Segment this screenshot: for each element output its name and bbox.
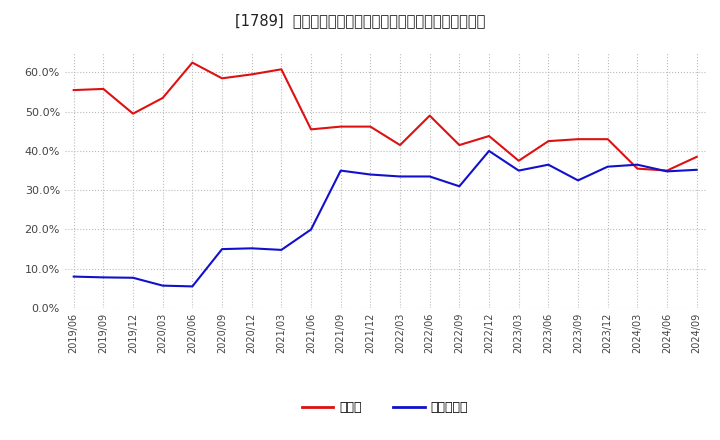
有利子負債 xyxy=(366,172,374,177)
有利子負債 xyxy=(426,174,434,179)
有利子負債 xyxy=(396,174,405,179)
有利子負債 xyxy=(574,178,582,183)
有利子負債 xyxy=(603,164,612,169)
有利子負債 xyxy=(99,275,108,280)
Legend: 現預金, 有利子負債: 現預金, 有利子負債 xyxy=(297,396,473,419)
有利子負債 xyxy=(336,168,345,173)
現預金 xyxy=(662,168,671,173)
現預金 xyxy=(544,139,553,144)
有利子負債 xyxy=(485,148,493,154)
有利子負債 xyxy=(188,284,197,289)
現預金 xyxy=(693,154,701,159)
Text: [1789]  現預金、有利子負債の総資産に対する比率の推移: [1789] 現預金、有利子負債の総資産に対する比率の推移 xyxy=(235,13,485,28)
現預金 xyxy=(426,113,434,118)
現預金 xyxy=(514,158,523,163)
有利子負債 xyxy=(158,283,167,288)
有利子負債 xyxy=(69,274,78,279)
Line: 現預金: 現預金 xyxy=(73,62,697,171)
現預金 xyxy=(574,136,582,142)
現預金 xyxy=(69,88,78,93)
現預金 xyxy=(485,133,493,139)
現預金 xyxy=(217,76,226,81)
有利子負債 xyxy=(514,168,523,173)
有利子負債 xyxy=(217,246,226,252)
有利子負債 xyxy=(277,247,286,253)
有利子負債 xyxy=(633,162,642,167)
現預金 xyxy=(248,72,256,77)
現預金 xyxy=(277,66,286,72)
有利子負債 xyxy=(662,169,671,174)
現預金 xyxy=(188,60,197,65)
現預金 xyxy=(336,124,345,129)
有利子負債 xyxy=(693,167,701,172)
有利子負債 xyxy=(455,183,464,189)
現預金 xyxy=(633,166,642,171)
現預金 xyxy=(129,111,138,116)
現預金 xyxy=(455,143,464,148)
現預金 xyxy=(158,95,167,101)
有利子負債 xyxy=(544,162,553,167)
現預金 xyxy=(366,124,374,129)
有利子負債 xyxy=(129,275,138,280)
有利子負債 xyxy=(248,246,256,251)
現預金 xyxy=(99,86,108,92)
有利子負債 xyxy=(307,227,315,232)
現預金 xyxy=(396,143,405,148)
Line: 有利子負債: 有利子負債 xyxy=(73,151,697,286)
現預金 xyxy=(603,136,612,142)
現預金 xyxy=(307,127,315,132)
